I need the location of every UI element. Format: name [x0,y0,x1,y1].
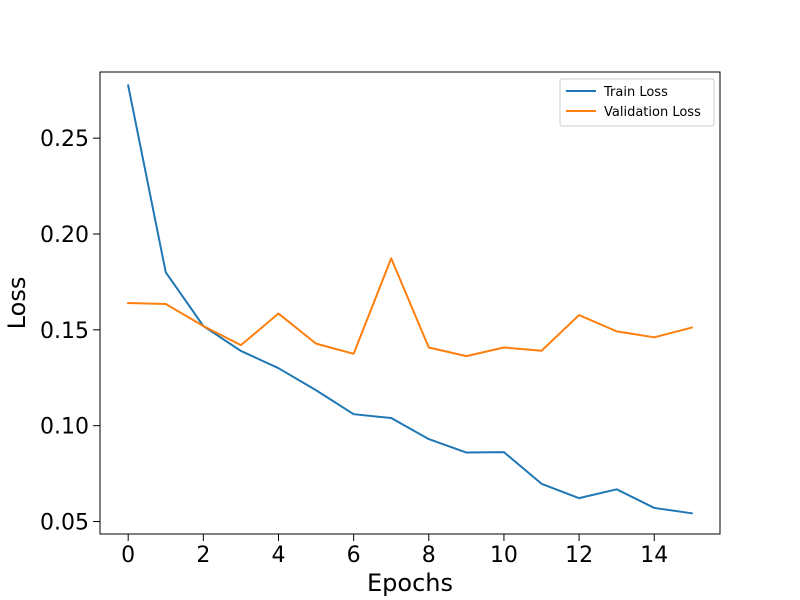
x-tick-label: 14 [640,543,668,568]
y-tick-label: 0.10 [40,415,89,440]
y-tick-label: 0.25 [40,127,89,152]
x-tick-label: 12 [565,543,593,568]
y-axis-label: Loss [3,277,31,330]
y-tick-label: 0.15 [40,319,89,344]
x-tick-label: 6 [347,543,361,568]
y-tick-label: 0.05 [40,511,89,536]
x-tick-label: 10 [490,543,518,568]
legend: Train Loss Validation Loss [559,78,715,127]
series-line-train-loss [127,84,693,515]
legend-label-validation-loss: Validation Loss [604,105,701,120]
y-axis-ticks: 0.05 0.10 0.15 0.20 0.25 [40,127,100,536]
legend-label-train-loss: Train Loss [603,85,668,100]
x-tick-label: 0 [121,543,135,568]
series-lines [127,84,694,515]
x-axis-label: Epochs [367,569,453,597]
plot-frame [99,71,721,535]
x-tick-label: 8 [422,543,436,568]
y-tick-label: 0.20 [40,223,89,248]
series-line-validation-loss [127,257,694,358]
x-axis-ticks: 0 2 4 6 8 10 12 14 [121,534,668,568]
legend-box [559,78,715,127]
x-tick-label: 2 [196,543,210,568]
x-tick-label: 4 [271,543,285,568]
